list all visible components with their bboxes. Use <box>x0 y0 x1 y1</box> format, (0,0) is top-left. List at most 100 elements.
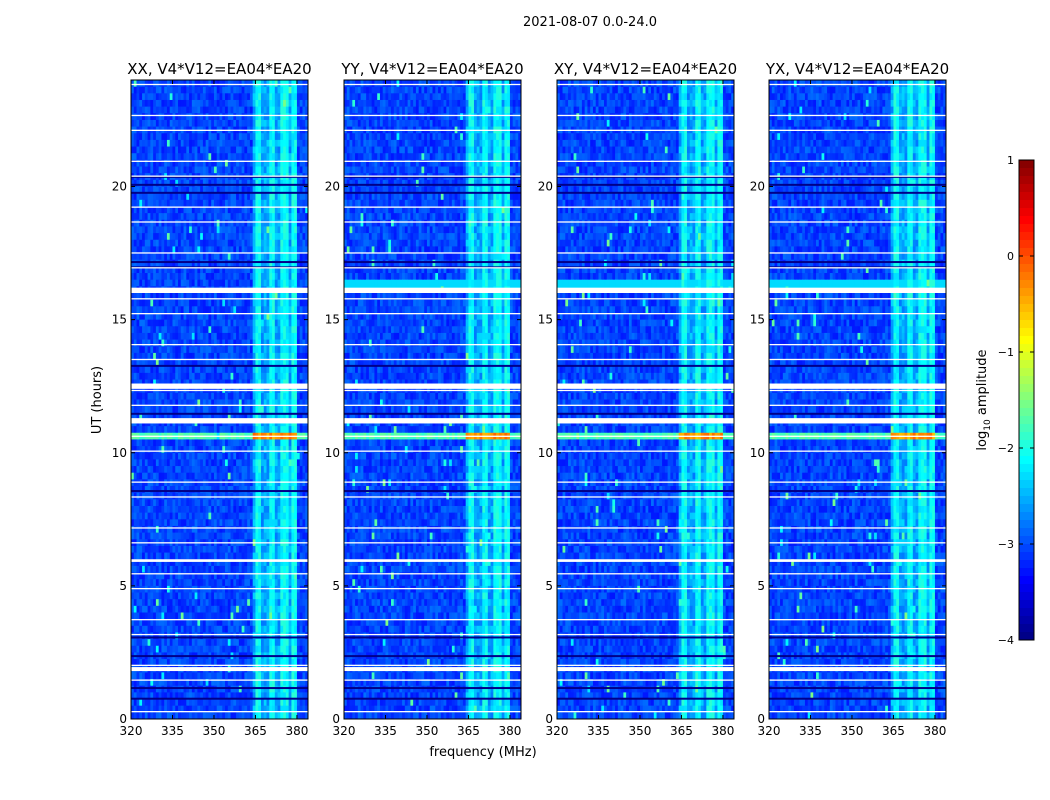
panels: XX, V4*V12=EA04*EA20 320 335 350 365 380 0 5 10 1… <box>112 60 949 738</box>
colorbar-segment <box>1019 368 1034 377</box>
colorbar-segment <box>1019 632 1034 641</box>
panel-title: YX, V4*V12=EA04*EA20 <box>765 60 949 78</box>
colorbar-segment <box>1019 480 1034 489</box>
colorbar-segment <box>1019 304 1034 313</box>
colorbar-segment <box>1019 256 1034 265</box>
x-tick-label: 320 <box>758 724 781 738</box>
y-tick-label: 20 <box>325 180 340 194</box>
y-tick-label: 0 <box>757 712 765 726</box>
x-tick-label: 335 <box>799 724 822 738</box>
y-tick-label: 10 <box>538 446 553 460</box>
colorbar-segment <box>1019 456 1034 465</box>
colorbar-segment <box>1019 264 1034 273</box>
colorbar-segment <box>1019 432 1034 441</box>
colorbar-segment <box>1019 536 1034 545</box>
colorbar-segment <box>1019 560 1034 569</box>
x-tick-label: 350 <box>629 724 652 738</box>
colorbar-segment <box>1019 448 1034 457</box>
colorbar-segment <box>1019 248 1034 257</box>
colorbar-tick-label: 0 <box>1007 250 1014 263</box>
x-tick-label: 380 <box>923 724 946 738</box>
colorbar-segment <box>1019 224 1034 233</box>
colorbar-segment <box>1019 616 1034 625</box>
colorbar-segment <box>1019 168 1034 177</box>
colorbar-segment <box>1019 200 1034 209</box>
colorbar-segment <box>1019 272 1034 281</box>
y-tick-label: 0 <box>332 712 340 726</box>
colorbar-segment <box>1019 352 1034 361</box>
y-tick-label: 0 <box>119 712 127 726</box>
colorbar-segment <box>1019 504 1034 513</box>
x-tick-label: 350 <box>203 724 226 738</box>
colorbar-segment <box>1019 296 1034 305</box>
colorbar-segment <box>1019 568 1034 577</box>
y-tick-label: 0 <box>545 712 553 726</box>
colorbar-segment <box>1019 440 1034 449</box>
colorbar-segment <box>1019 464 1034 473</box>
colorbar-segment <box>1019 552 1034 561</box>
y-tick-label: 15 <box>112 313 127 327</box>
colorbar-tick-label: −3 <box>998 538 1014 551</box>
colorbar-tick-label: −4 <box>998 634 1014 647</box>
x-tick-label: 320 <box>120 724 143 738</box>
colorbar-segment <box>1019 528 1034 537</box>
y-tick-label: 15 <box>325 313 340 327</box>
figure: 2021-08-07 0.0-24.0 XX, V4*V12=EA04*EA20… <box>0 0 1050 800</box>
x-tick-label: 350 <box>416 724 439 738</box>
y-tick-label: 20 <box>750 180 765 194</box>
x-tick-label: 335 <box>161 724 184 738</box>
colorbar-segment <box>1019 280 1034 289</box>
colorbar-segment <box>1019 408 1034 417</box>
colorbar-segment <box>1019 376 1034 385</box>
colorbar-segment <box>1019 392 1034 401</box>
y-tick-label: 20 <box>538 180 553 194</box>
colorbar-segment <box>1019 584 1034 593</box>
y-tick-label: 15 <box>750 313 765 327</box>
colorbar-segment <box>1019 496 1034 505</box>
colorbar-segment <box>1019 512 1034 521</box>
y-tick-label: 5 <box>119 579 127 593</box>
figure-suptitle: 2021-08-07 0.0-24.0 <box>523 15 657 30</box>
x-tick-label: 350 <box>841 724 864 738</box>
colorbar-segment <box>1019 336 1034 345</box>
colorbar-segment <box>1019 160 1034 169</box>
y-tick-label: 5 <box>332 579 340 593</box>
colorbar-segment <box>1019 592 1034 601</box>
colorbar-segment <box>1019 240 1034 249</box>
colorbar-segment <box>1019 216 1034 225</box>
colorbar-segment <box>1019 344 1034 353</box>
x-tick-label: 335 <box>374 724 397 738</box>
x-tick-label: 365 <box>457 724 480 738</box>
colorbar-segment <box>1019 416 1034 425</box>
colorbar-segment <box>1019 208 1034 217</box>
colorbar-segment <box>1019 424 1034 433</box>
colorbar-tick-label: −2 <box>998 442 1014 455</box>
x-tick-label: 320 <box>333 724 356 738</box>
colorbar-segment <box>1019 600 1034 609</box>
colorbar-label: log10 amplitude <box>975 349 993 450</box>
colorbar-segment <box>1019 192 1034 201</box>
colorbar-segment <box>1019 320 1034 329</box>
y-tick-label: 15 <box>538 313 553 327</box>
colorbar-segment <box>1019 288 1034 297</box>
x-tick-label: 320 <box>546 724 569 738</box>
panel-title: XX, V4*V12=EA04*EA20 <box>127 60 311 78</box>
x-axis-label: frequency (MHz) <box>429 745 536 760</box>
colorbar-segment <box>1019 544 1034 553</box>
y-tick-label: 20 <box>112 180 127 194</box>
colorbar-segment <box>1019 328 1034 337</box>
y-tick-label: 5 <box>545 579 553 593</box>
y-tick-label: 5 <box>757 579 765 593</box>
colorbar-segment <box>1019 312 1034 321</box>
colorbar-segment <box>1019 400 1034 409</box>
colorbar-segment <box>1019 472 1034 481</box>
colorbar-segment <box>1019 576 1034 585</box>
colorbar-segment <box>1019 608 1034 617</box>
x-tick-label: 365 <box>670 724 693 738</box>
colorbar-segment <box>1019 624 1034 633</box>
